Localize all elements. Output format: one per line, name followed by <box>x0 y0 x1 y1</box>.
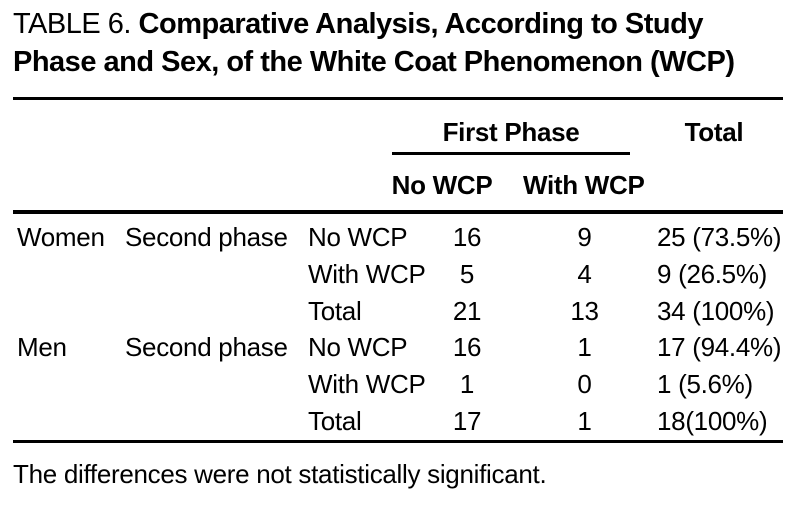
column-subheader-no-wcp: No WCP <box>391 170 493 200</box>
cell-first-with-wcp: 13 <box>570 295 599 326</box>
cell-phase <box>125 366 308 403</box>
cell-total: 1 (5.6%) <box>657 369 753 400</box>
cell-sex <box>13 293 125 330</box>
cell-wcp-status: Total <box>308 405 362 436</box>
cell-total: 17 (94.4%) <box>657 332 782 363</box>
cell-wcp-status: With WCP <box>308 369 426 400</box>
cell-total: 9 (26.5%) <box>657 258 768 289</box>
cell-first-no-wcp: 1 <box>459 369 475 400</box>
body-footer-rule <box>13 440 783 443</box>
cell-first-with-wcp: 4 <box>577 258 592 289</box>
cell-sex: Men <box>17 332 67 363</box>
cell-phase <box>125 256 308 293</box>
cell-phase: Second phase <box>125 332 288 363</box>
cell-first-with-wcp: 9 <box>577 222 592 252</box>
cell-first-with-wcp: 1 <box>577 405 592 436</box>
table-title-line2: Phase and Sex, of the White Coat Phenome… <box>13 46 735 78</box>
table-number-label: TABLE 6. <box>13 8 131 40</box>
cell-total: 18(100%) <box>657 405 768 436</box>
cell-total: 34 (100%) <box>657 295 775 326</box>
cell-wcp-status: Total <box>308 295 362 326</box>
column-header-total: Total <box>684 117 744 147</box>
column-subheader-with-wcp: With WCP <box>523 170 645 200</box>
header-body-rule <box>13 210 783 214</box>
cell-first-no-wcp: 16 <box>452 222 482 252</box>
cell-phase <box>125 293 308 330</box>
cell-first-with-wcp: 1 <box>577 332 592 363</box>
cell-first-no-wcp: 16 <box>452 332 482 363</box>
cell-wcp-status: No WCP <box>308 332 408 363</box>
cell-wcp-status: With WCP <box>308 258 426 289</box>
cell-sex: Women <box>17 222 105 252</box>
cell-phase <box>125 403 308 440</box>
cell-first-no-wcp: 17 <box>452 405 482 436</box>
cell-sex <box>13 403 125 440</box>
cell-total: 25 (73.5%) <box>657 222 782 252</box>
cell-first-no-wcp: 21 <box>452 295 482 326</box>
table-title-line1: Comparative Analysis, According to Study <box>138 8 704 40</box>
table-footnote: The differences were not statistically s… <box>13 459 547 489</box>
cell-first-with-wcp: 0 <box>577 369 592 400</box>
cell-sex <box>13 366 125 403</box>
cell-phase: Second phase <box>125 222 288 252</box>
cell-first-no-wcp: 5 <box>459 258 475 289</box>
cell-sex <box>13 256 125 293</box>
title-rule <box>13 97 783 100</box>
table-body: Women Second phase No WCP 16 9 25 (73.5%… <box>13 219 783 440</box>
table-title: TABLE 6. Comparative Analysis, According… <box>13 5 791 81</box>
cell-wcp-status: No WCP <box>308 222 408 252</box>
column-group-header-first-phase: First Phase <box>392 112 630 155</box>
